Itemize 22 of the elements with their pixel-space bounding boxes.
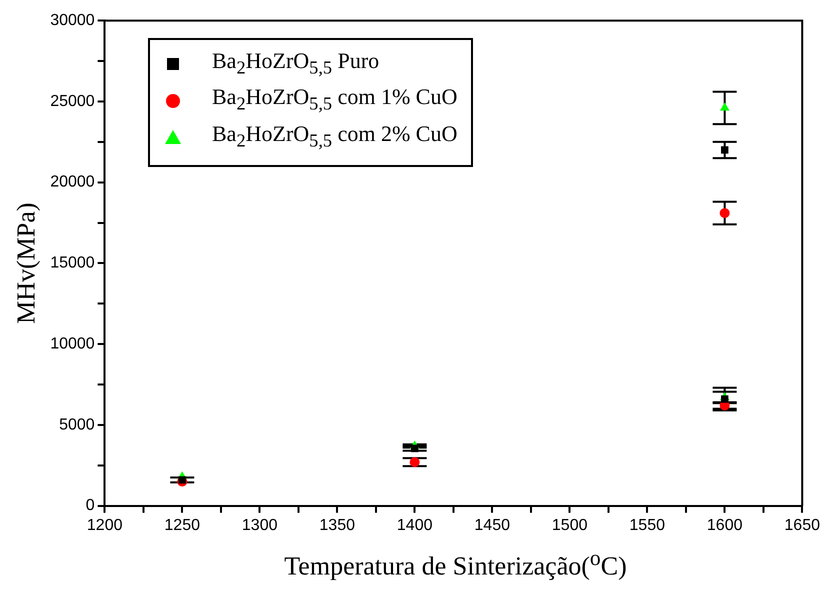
x-tick-label: 1450 (474, 516, 510, 534)
x-tick-label: 1250 (164, 516, 200, 534)
y-tick-label: 10000 (50, 335, 95, 352)
y-axis-title: MHv(MPa) (11, 202, 40, 324)
x-axis-title: Temperatura de Sinterização($^{o}$C) (283, 546, 628, 582)
x-tick-label: 1600 (706, 516, 743, 534)
x-tick-label: 1350 (319, 516, 356, 534)
x-tick-label: 1300 (242, 516, 278, 534)
y-tick-label: 15000 (50, 254, 95, 272)
x-tick-label: 1500 (552, 516, 588, 534)
x-tick-label: 1650 (784, 516, 820, 534)
y-tick-label: 20000 (50, 174, 95, 191)
y-tick-label: 5000 (59, 416, 95, 434)
x-tick-label: 1550 (629, 516, 666, 534)
y-tick-label: 25000 (50, 92, 95, 110)
legend-label: Ba$_{2}$HoZrO$_{5,5}$ com 2% CuO (212, 120, 458, 152)
y-tick-label: 30000 (50, 12, 95, 30)
x-tick-label: 1200 (86, 516, 123, 534)
x-tick-label: 1400 (396, 516, 433, 534)
legend-label: Ba$_{2}$HoZrO$_{5,5}$ com 1% CuO (212, 83, 458, 116)
legend-label: Ba$_{2}$HoZrO$_{5,5}$ Puro (212, 47, 380, 80)
y-tick-label: 0 (86, 497, 95, 514)
